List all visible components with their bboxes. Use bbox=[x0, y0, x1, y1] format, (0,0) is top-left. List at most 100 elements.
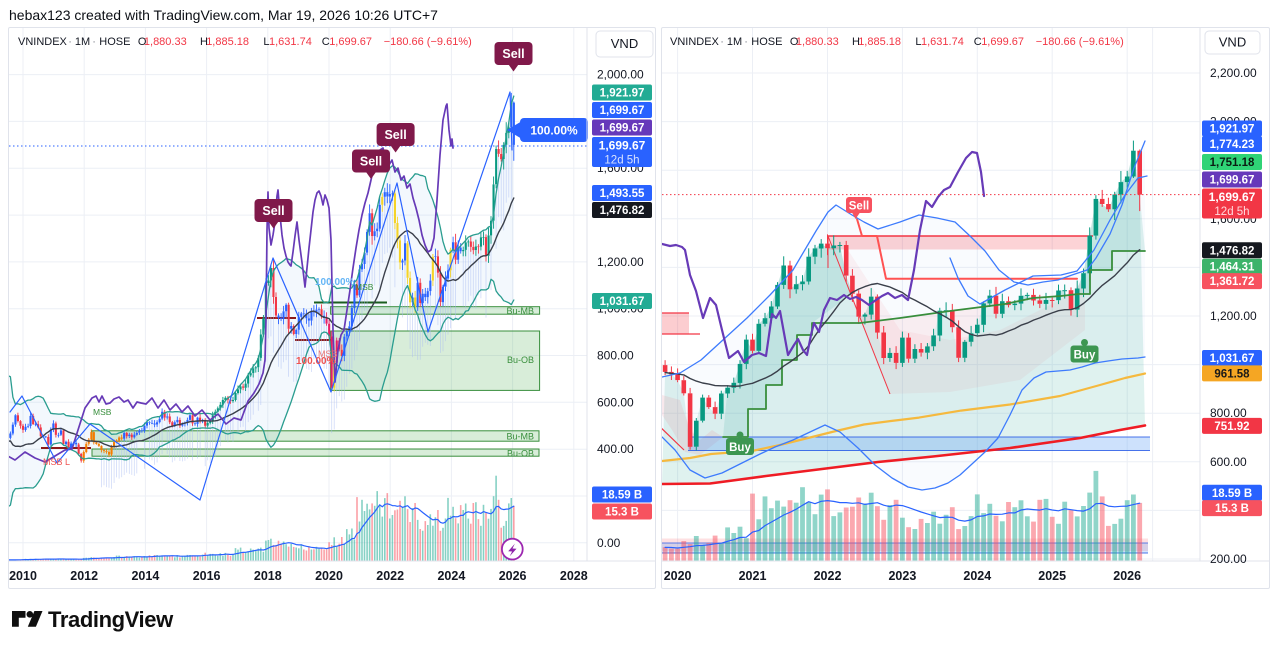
svg-text:2023: 2023 bbox=[888, 569, 916, 583]
svg-text:1,631.74: 1,631.74 bbox=[269, 36, 312, 48]
svg-text:1,476.82: 1,476.82 bbox=[1210, 245, 1255, 257]
svg-text:2020: 2020 bbox=[664, 569, 692, 583]
svg-text:L: L bbox=[263, 36, 269, 48]
svg-text:1,921.97: 1,921.97 bbox=[1210, 124, 1255, 136]
svg-text:1,921.97: 1,921.97 bbox=[600, 88, 645, 100]
svg-text:2024: 2024 bbox=[437, 569, 465, 583]
svg-text:961.58: 961.58 bbox=[1214, 368, 1250, 380]
svg-text:2022: 2022 bbox=[376, 569, 404, 583]
svg-text:Bu-MB: Bu-MB bbox=[506, 432, 534, 442]
svg-text:2,000.00: 2,000.00 bbox=[597, 68, 644, 82]
svg-text:1,885.18: 1,885.18 bbox=[206, 36, 249, 48]
svg-text:1,031.67: 1,031.67 bbox=[1210, 353, 1255, 365]
svg-text:MSB: MSB bbox=[93, 407, 112, 417]
svg-text:1,699.67: 1,699.67 bbox=[599, 139, 646, 153]
svg-text:2021: 2021 bbox=[739, 569, 767, 583]
svg-text:C: C bbox=[322, 36, 330, 48]
svg-text:1,885.18: 1,885.18 bbox=[858, 36, 901, 48]
svg-text:18.59 B: 18.59 B bbox=[1212, 488, 1252, 500]
svg-text:100.00%: 100.00% bbox=[315, 277, 355, 288]
svg-text:Sell: Sell bbox=[502, 47, 524, 61]
svg-text:·: · bbox=[92, 36, 96, 48]
svg-text:−180.66 (−9.61%): −180.66 (−9.61%) bbox=[1036, 36, 1124, 48]
svg-text:HOSE: HOSE bbox=[99, 36, 130, 48]
svg-text:2010: 2010 bbox=[9, 569, 37, 583]
svg-text:15.3 B: 15.3 B bbox=[1215, 503, 1249, 515]
svg-text:400.00: 400.00 bbox=[597, 442, 634, 456]
svg-text:Sell: Sell bbox=[849, 201, 869, 213]
svg-text:MSB L: MSB L bbox=[43, 457, 70, 467]
svg-text:751.92: 751.92 bbox=[1214, 421, 1249, 433]
svg-text:2014: 2014 bbox=[131, 569, 159, 583]
svg-text:100.00%: 100.00% bbox=[530, 124, 578, 138]
svg-text:2020: 2020 bbox=[315, 569, 343, 583]
svg-text:1,476.82: 1,476.82 bbox=[600, 205, 645, 217]
svg-text:1,493.55: 1,493.55 bbox=[600, 188, 645, 200]
svg-text:200.00: 200.00 bbox=[1210, 552, 1247, 566]
svg-text:600.00: 600.00 bbox=[597, 395, 634, 409]
svg-text:2018: 2018 bbox=[254, 569, 282, 583]
svg-text:1,774.23: 1,774.23 bbox=[1210, 139, 1255, 151]
svg-text:·: · bbox=[720, 36, 724, 48]
svg-text:1,880.33: 1,880.33 bbox=[796, 36, 839, 48]
svg-text:1,699.67: 1,699.67 bbox=[1209, 190, 1256, 204]
svg-text:1M: 1M bbox=[727, 36, 742, 48]
svg-text:Bu-OB: Bu-OB bbox=[507, 449, 534, 459]
svg-text:1M: 1M bbox=[75, 36, 90, 48]
svg-text:MSB: MSB bbox=[318, 349, 338, 359]
svg-text:2024: 2024 bbox=[963, 569, 991, 583]
svg-text:1,699.67: 1,699.67 bbox=[981, 36, 1024, 48]
svg-text:VND: VND bbox=[1219, 35, 1246, 50]
svg-text:600.00: 600.00 bbox=[1210, 455, 1247, 469]
svg-text:100.00%: 100.00% bbox=[296, 356, 336, 367]
svg-text:MSB: MSB bbox=[355, 282, 374, 292]
svg-text:800.00: 800.00 bbox=[597, 349, 634, 363]
svg-text:2028: 2028 bbox=[560, 569, 588, 583]
svg-text:2016: 2016 bbox=[193, 569, 221, 583]
svg-text:1,200.00: 1,200.00 bbox=[1210, 309, 1257, 323]
svg-text:L: L bbox=[915, 36, 921, 48]
svg-text:1,880.33: 1,880.33 bbox=[144, 36, 187, 48]
svg-text:VNINDEX: VNINDEX bbox=[18, 36, 68, 48]
svg-text:0.00: 0.00 bbox=[597, 536, 621, 550]
svg-text:2026: 2026 bbox=[499, 569, 527, 583]
svg-text:1,464.31: 1,464.31 bbox=[1210, 262, 1255, 274]
svg-text:VNINDEX: VNINDEX bbox=[670, 36, 720, 48]
svg-text:·: · bbox=[68, 36, 72, 48]
svg-text:2025: 2025 bbox=[1038, 569, 1066, 583]
svg-text:Buy: Buy bbox=[1074, 350, 1096, 362]
svg-text:Sell: Sell bbox=[384, 128, 406, 142]
svg-text:2022: 2022 bbox=[814, 569, 842, 583]
svg-text:1,361.72: 1,361.72 bbox=[1210, 276, 1255, 288]
svg-text:VND: VND bbox=[611, 36, 638, 51]
svg-text:800.00: 800.00 bbox=[1210, 406, 1247, 420]
svg-text:18.59 B: 18.59 B bbox=[602, 490, 642, 502]
svg-text:12d 5h: 12d 5h bbox=[1214, 206, 1249, 218]
svg-text:12d 5h: 12d 5h bbox=[604, 155, 639, 167]
svg-text:2026: 2026 bbox=[1113, 569, 1141, 583]
svg-text:O: O bbox=[790, 36, 799, 48]
svg-text:C: C bbox=[974, 36, 982, 48]
svg-text:·: · bbox=[744, 36, 748, 48]
svg-text:H: H bbox=[200, 36, 208, 48]
svg-text:Bu-MB: Bu-MB bbox=[506, 306, 534, 316]
svg-text:Sell: Sell bbox=[360, 155, 382, 169]
svg-text:1,751.18: 1,751.18 bbox=[1210, 157, 1255, 169]
svg-text:1,631.74: 1,631.74 bbox=[921, 36, 964, 48]
svg-text:15.3 B: 15.3 B bbox=[605, 507, 639, 519]
svg-text:−180.66 (−9.61%): −180.66 (−9.61%) bbox=[384, 36, 472, 48]
svg-text:2012: 2012 bbox=[70, 569, 98, 583]
svg-text:H: H bbox=[852, 36, 860, 48]
svg-text:Sell: Sell bbox=[262, 204, 284, 218]
svg-text:1,699.67: 1,699.67 bbox=[1210, 175, 1255, 187]
svg-text:HOSE: HOSE bbox=[751, 36, 782, 48]
svg-text:Bu-OB: Bu-OB bbox=[507, 355, 534, 365]
svg-text:Buy: Buy bbox=[729, 442, 751, 454]
svg-text:1,699.67: 1,699.67 bbox=[329, 36, 372, 48]
svg-text:1,200.00: 1,200.00 bbox=[597, 255, 644, 269]
svg-text:1,699.67: 1,699.67 bbox=[600, 123, 645, 135]
svg-text:1,699.67: 1,699.67 bbox=[600, 105, 645, 117]
svg-text:O: O bbox=[138, 36, 147, 48]
svg-text:1,031.67: 1,031.67 bbox=[600, 296, 645, 308]
svg-text:2,200.00: 2,200.00 bbox=[1210, 66, 1257, 80]
